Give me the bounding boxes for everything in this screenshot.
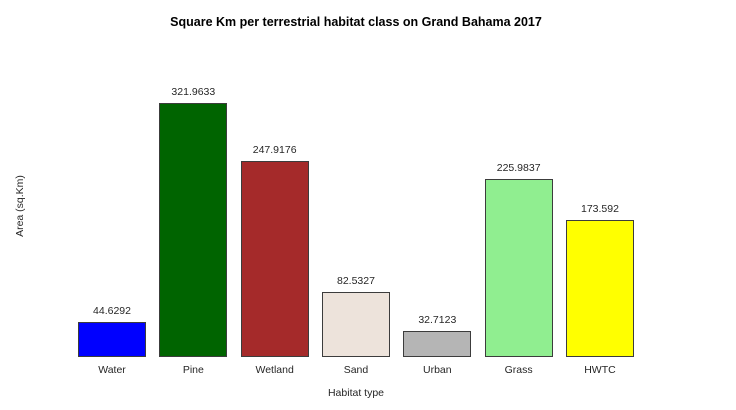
- bar-water: [78, 321, 146, 357]
- bar-value-label: 82.5327: [337, 274, 375, 287]
- bar-pine: [159, 103, 228, 357]
- bar-group-grass: 225.9837: [484, 161, 553, 357]
- y-axis-label: Area (sq.Km): [14, 175, 26, 237]
- x-axis-tick-labels: Water Pine Wetland Sand Urban Grass HWTC: [78, 364, 634, 376]
- x-tick-label-grass: Grass: [504, 364, 533, 376]
- bar-group-pine: 321.9633: [159, 86, 228, 357]
- bar-hwtc: [565, 220, 634, 357]
- x-tick-label-wetland: Wetland: [255, 364, 294, 376]
- bar-value-label: 173.592: [580, 203, 619, 216]
- x-tick-label-hwtc: HWTC: [584, 364, 616, 376]
- plot-area: 44.6292 321.9633 247.9176 82.5327 32.7123 225…: [78, 77, 634, 357]
- bar-urban: [403, 331, 472, 357]
- bar-group-wetland: 247.9176: [240, 144, 309, 357]
- bar-group-water: 44.6292: [78, 305, 146, 357]
- x-tick-label-urban: Urban: [423, 364, 452, 376]
- x-tick-label-water: Water: [98, 364, 126, 376]
- bar-grass: [484, 178, 553, 357]
- x-tick-label-pine: Pine: [182, 364, 204, 376]
- x-axis-title: Habitat type: [327, 387, 385, 399]
- bar-group-hwtc: 173.592: [565, 203, 634, 357]
- bar-group-urban: 32.7123: [403, 314, 472, 357]
- bar-value-label: 321.9633: [171, 86, 216, 98]
- x-tick-label-sand: Sand: [343, 364, 369, 376]
- chart-title: Square Km per terrestrial habitat class …: [170, 15, 542, 29]
- bar-value-label: 247.9176: [252, 144, 297, 157]
- bar-group-sand: 82.5327: [321, 274, 390, 357]
- bar-value-label: 225.9837: [496, 161, 541, 174]
- bar-value-label: 44.6292: [93, 304, 131, 317]
- bar-sand: [321, 291, 390, 357]
- bar-wetland: [240, 161, 309, 357]
- bar-value-label: 32.7123: [418, 314, 457, 327]
